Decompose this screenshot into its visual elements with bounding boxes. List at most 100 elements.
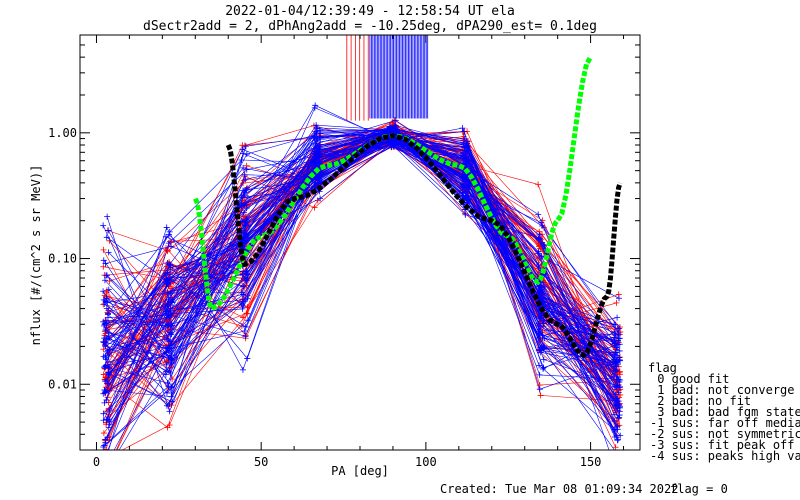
data-point-marker <box>239 271 246 278</box>
data-point-marker <box>392 117 399 124</box>
data-point-marker <box>240 291 247 298</box>
data-point-marker <box>105 286 112 293</box>
data-point-marker <box>240 164 247 171</box>
data-point-marker <box>243 217 250 224</box>
fit-curve <box>225 133 623 359</box>
data-point-marker <box>537 344 544 351</box>
data-point-marker <box>614 395 621 402</box>
data-point-marker <box>616 404 623 411</box>
data-point-marker <box>460 128 467 135</box>
x-axis-label: PA [deg] <box>331 464 389 478</box>
data-point-marker <box>311 104 318 111</box>
data-point-marker <box>537 392 544 399</box>
data-point-marker <box>241 209 248 216</box>
legend-entry: 2 bad: no fit <box>650 394 751 408</box>
data-point-marker <box>100 257 107 264</box>
data-point-marker <box>105 424 112 431</box>
data-point-marker <box>536 347 543 354</box>
data-point-marker <box>616 378 623 385</box>
data-point-marker <box>463 141 470 148</box>
data-point-marker <box>611 321 618 328</box>
flux-profile-line <box>106 124 616 438</box>
x-tick-label: 100 <box>415 455 437 469</box>
data-point-marker <box>464 193 471 200</box>
data-point-marker <box>102 260 109 267</box>
data-point-marker <box>241 327 248 334</box>
data-point-marker <box>163 361 170 368</box>
data-point-marker <box>240 283 247 290</box>
data-point-marker <box>238 289 245 296</box>
data-point-marker <box>104 347 111 354</box>
data-point-marker <box>105 310 112 317</box>
legend-entry: 3 bad: bad fgm state <box>650 405 800 419</box>
data-point-marker <box>168 347 175 354</box>
data-point-marker <box>460 155 467 162</box>
flux-profile-line <box>105 136 615 375</box>
data-point-marker <box>103 376 110 383</box>
data-point-marker <box>536 386 543 393</box>
flux-profile-line <box>107 139 617 388</box>
data-point-marker <box>101 297 108 304</box>
data-point-marker <box>166 422 173 429</box>
data-point-marker <box>165 383 172 390</box>
data-point-marker <box>242 238 249 245</box>
data-point-marker <box>613 361 620 368</box>
data-point-marker <box>244 317 251 324</box>
data-point-marker <box>102 298 109 305</box>
y-tick-label: 0.10 <box>48 252 77 266</box>
data-point-marker <box>101 399 108 406</box>
data-point-marker <box>612 349 619 356</box>
flag-status: flag = 0 <box>670 482 728 496</box>
data-point-marker <box>104 213 111 220</box>
data-point-marker <box>615 329 622 336</box>
data-point-marker <box>100 443 107 450</box>
data-point-marker <box>540 242 547 249</box>
data-point-marker <box>163 224 170 231</box>
data-point-marker <box>315 177 322 184</box>
data-point-marker <box>100 263 107 270</box>
data-point-marker <box>103 305 110 312</box>
data-point-marker <box>615 389 622 396</box>
flux-profile-line <box>103 133 620 339</box>
data-point-marker <box>100 246 107 253</box>
data-point-marker <box>612 444 619 450</box>
legend: flag 0 good fit 1 bad: not converge 2 ba… <box>648 361 800 463</box>
data-point-marker <box>100 430 107 437</box>
chart-title: 2022-01-04/12:39:49 - 12:58:54 UT ela <box>225 4 515 19</box>
chart-subtitle: dSectr2add = 2, dPhAng2add = -10.25deg, … <box>143 19 597 34</box>
data-point-marker <box>106 454 112 460</box>
data-point-marker <box>102 326 109 333</box>
data-point-marker <box>313 122 320 129</box>
data-point-marker <box>100 288 107 295</box>
data-point-marker <box>167 243 174 250</box>
data-point-marker <box>239 146 246 153</box>
data-point-marker <box>239 305 246 312</box>
legend-entry: -3 sus: fit peak off 90 <box>650 438 800 452</box>
data-point-marker <box>162 371 169 378</box>
flux-profile-line <box>104 129 616 391</box>
data-point-marker <box>102 343 109 350</box>
data-point-marker <box>536 231 543 238</box>
data-point-marker <box>614 451 620 457</box>
data-point-marker <box>241 227 248 234</box>
data-point-marker <box>242 143 249 150</box>
flux-profile-line <box>103 128 620 394</box>
data-point-marker <box>615 414 622 421</box>
data-point-marker <box>241 192 248 199</box>
data-point-marker <box>243 205 250 212</box>
data-point-marker <box>103 456 109 462</box>
data-point-marker <box>104 299 111 306</box>
data-point-marker <box>539 222 546 229</box>
data-point-marker <box>164 345 171 352</box>
data-point-marker <box>616 295 623 302</box>
data-point-marker <box>100 346 107 353</box>
data-point-marker <box>612 384 619 391</box>
fit-curves <box>193 55 623 359</box>
data-point-marker <box>169 299 176 306</box>
flux-profile-line <box>105 137 615 450</box>
data-point-marker <box>611 340 618 347</box>
data-point-marker <box>388 140 395 147</box>
data-point-marker <box>168 322 175 329</box>
data-point-marker <box>615 325 622 332</box>
